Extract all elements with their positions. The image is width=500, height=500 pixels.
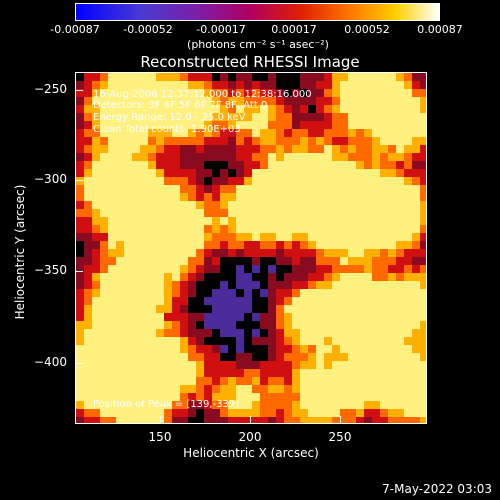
y-tick-label: −350 xyxy=(34,263,67,277)
energy-range-annotation: Energy Range: 12.0 - 25.0 keV xyxy=(93,112,246,123)
time-range-annotation: 16-Aug-2006 12:37:12.000 to 12:38:16.000 xyxy=(93,89,312,100)
y-tick-mark xyxy=(75,271,83,272)
colorbar-tick-label: -0.00017 xyxy=(196,23,246,36)
colorbar-unit-label: (photons cm⁻² s⁻¹ asec⁻²) xyxy=(187,38,329,51)
clean-annotation: Clean Total counts: 1.90E+03 xyxy=(93,124,241,135)
image-plot-area: 16-Aug-2006 12:37:12.000 to 12:38:16.000… xyxy=(75,72,427,424)
heatmap-image xyxy=(76,73,426,423)
colorbar-tick-label: -0.00052 xyxy=(123,23,173,36)
y-tick-mark xyxy=(75,90,83,91)
x-tick-label: 150 xyxy=(148,430,172,444)
plot-title: Reconstructed RHESSI Image xyxy=(140,53,360,71)
colorbar-tick-label: 0.00052 xyxy=(344,23,390,36)
plot-timestamp: 7-May-2022 03:03 xyxy=(382,482,492,496)
y-tick-label: −250 xyxy=(34,82,67,96)
colorbar-tick-label: 0.00017 xyxy=(271,23,317,36)
x-tick-label: 250 xyxy=(328,430,352,444)
x-tick-mark xyxy=(250,416,251,424)
y-tick-mark xyxy=(75,363,83,364)
colorbar xyxy=(75,3,440,21)
y-axis-title: Heliocentric Y (arcsec) xyxy=(13,184,27,320)
colorbar-tick-label: 0.00087 xyxy=(417,23,463,36)
peak-position-annotation: Position of Peak = [139,-337] xyxy=(93,399,240,410)
detectors-annotation: Detectors: 3F 4F 5F 6F 7F 8F, Att 0 xyxy=(93,100,268,111)
x-tick-label: 200 xyxy=(238,430,262,444)
x-tick-mark xyxy=(160,416,161,424)
y-tick-label: −300 xyxy=(34,172,67,186)
y-tick-mark xyxy=(75,180,83,181)
colorbar-tick-label: -0.00087 xyxy=(50,23,100,36)
y-tick-label: −400 xyxy=(34,355,67,369)
x-tick-mark xyxy=(340,416,341,424)
x-axis-title: Heliocentric X (arcsec) xyxy=(183,446,319,460)
